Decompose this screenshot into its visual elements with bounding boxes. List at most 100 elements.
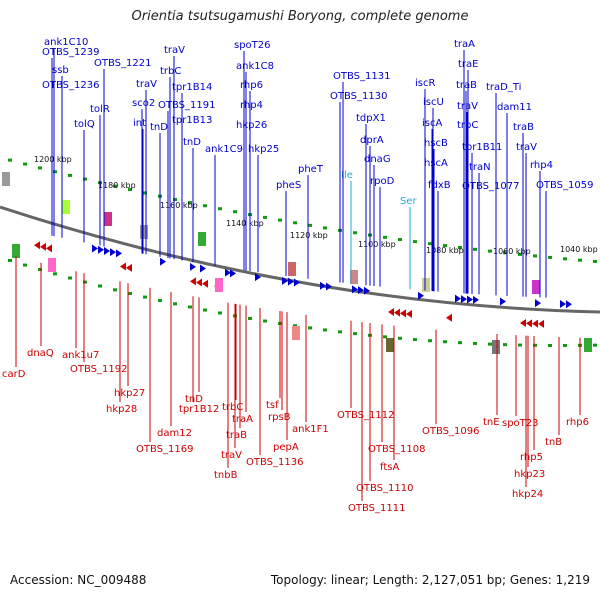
lower-tick-track [8,258,12,262]
genome-title: Orientia tsutsugamushi Boryong, complete… [131,9,469,24]
bottom-gene-label: tnE [483,417,500,428]
reverse-gene-arrow [388,308,394,317]
lower-tick-track [248,316,252,320]
top-gene-label: tnD [183,137,201,148]
lower-tick-track [128,292,132,296]
forward-gene-arrow [160,257,166,266]
forward-gene-arrow [364,286,370,295]
upper-tick-track [503,251,507,255]
lower-tick-track [23,263,27,267]
reverse-gene-arrow [400,309,406,318]
top-gene-label: dnaG [364,154,391,165]
reverse-gene-arrow [520,319,526,328]
top-gene-label: OTBS_1221 [94,58,151,69]
feature-block [198,232,206,246]
forward-gene-arrow [418,291,424,300]
top-gene-label: ank1C10 [44,37,88,48]
forward-gene-arrow [294,278,300,287]
lower-tick-track [68,276,72,280]
top-gene-label: tdpX1 [356,113,386,124]
upper-tick-track [488,249,492,253]
bottom-gene-label: ank1u7 [62,350,99,361]
bottom-gene-label: tsf [266,400,279,411]
feature-block [532,280,540,294]
lower-tick-track [548,343,552,347]
bottom-gene-label: tnbB [214,470,238,481]
top-gene-label: OTBS_1077 [462,181,519,192]
lower-tick-track [323,328,327,332]
lower-tick-track [158,299,162,303]
bottom-gene-label: tpr1B12 [179,404,219,415]
genome-backbone [0,205,600,314]
upper-tick-track [278,218,282,222]
lower-tick-track [533,343,537,347]
top-gene-label: Ile [341,170,353,181]
bottom-gene-label: traV [221,450,242,461]
kbp-label: 1100 kbp [358,240,396,249]
feature-block [386,338,394,352]
top-gene-label: traV [457,101,478,112]
kbp-label: 1140 kbp [226,219,264,228]
top-gene-label: traB [513,122,534,133]
upper-tick-track [8,158,12,162]
forward-gene-arrow [92,244,98,253]
upper-tick-track [518,252,522,256]
top-gene-label: dprA [360,135,384,146]
top-gene-label: ank1C8 [236,61,274,72]
forward-gene-arrow [500,297,506,306]
top-gene-label: OTBS_1131 [333,71,390,82]
lower-tick-track [113,288,117,292]
bottom-gene-label: tnB [545,437,562,448]
bottom-gene-label: rpsB [268,412,291,423]
upper-tick-track [428,242,432,246]
bottom-gene-label: carD [2,369,26,380]
top-gene-label: hkp26 [236,120,267,131]
forward-gene-arrow [190,262,196,271]
top-gene-label: rpoD [370,176,395,187]
top-gene-label: tolQ [74,119,95,130]
top-gene-label: dam11 [497,102,532,113]
reverse-gene-arrow [446,313,452,322]
feature-block [350,270,358,284]
reverse-gene-arrow [40,242,46,251]
forward-gene-arrow [230,269,236,278]
upper-tick-track [548,255,552,259]
reverse-gene-arrow [34,241,40,250]
bottom-gene-label: OTBS_1136 [246,457,303,468]
lower-tick-track [38,268,42,272]
upper-tick-track [83,177,87,181]
upper-tick-track [113,184,117,188]
top-gene-label: traD_Ti [486,82,521,93]
bottom-gene-label: ank1F1 [292,424,329,435]
upper-tick-track [263,215,267,219]
lower-tick-track [308,326,312,330]
upper-tick-track [68,173,72,177]
forward-gene-arrow [461,295,467,304]
forward-gene-arrow [225,268,231,277]
top-gene-label: traA [454,39,475,50]
upper-tick-track [188,201,192,205]
forward-gene-arrow [473,295,479,304]
bottom-gene-label: rhp6 [566,417,589,428]
lower-tick-track [473,341,477,345]
upper-tick-track [23,162,27,166]
kbp-label: 1120 kbp [290,231,328,240]
top-gene-label: traV [164,45,185,56]
bottom-gene-label: tnD [185,394,203,405]
upper-tick-track [53,170,57,174]
bottom-gene-label: hkp27 [114,388,145,399]
upper-tick-track [593,259,597,263]
feature-block [492,340,500,354]
top-gene-label: traE [458,59,478,70]
feature-block [48,258,56,272]
forward-gene-arrow [98,245,104,254]
lower-tick-track [98,284,102,288]
upper-tick-track [143,191,147,195]
upper-tick-track [383,235,387,239]
lower-tick-track [503,343,507,347]
top-gene-label: iscU [423,97,444,108]
feature-block [62,200,70,214]
lower-tick-track [218,311,222,315]
forward-gene-arrow [326,282,332,291]
lower-tick-track [428,339,432,343]
